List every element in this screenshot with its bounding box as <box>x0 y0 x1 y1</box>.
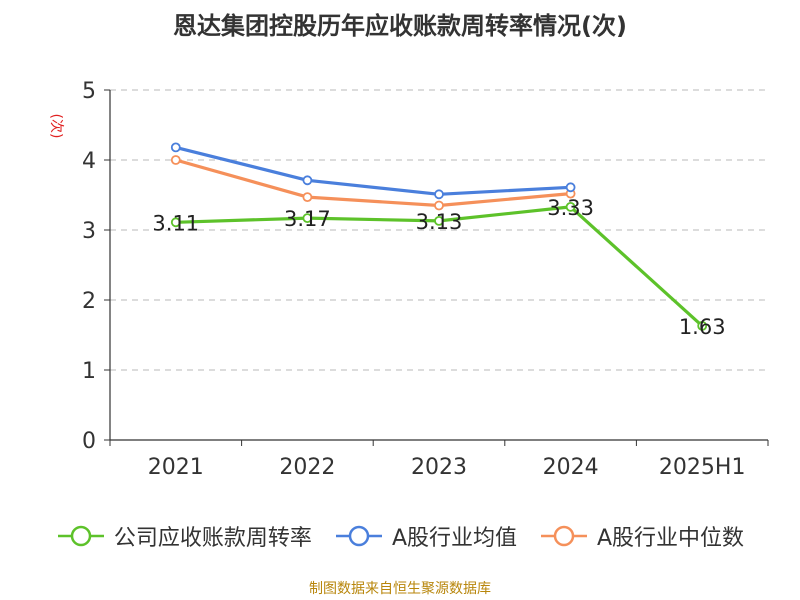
data-label-layer: 3.11 3.17 3.13 3.33 1.63 <box>152 196 725 339</box>
x-tick-label: 2021 <box>148 455 204 480</box>
legend-item[interactable]: A股行业中位数 <box>539 520 744 552</box>
series-line-2 <box>175 158 571 208</box>
series-line-1 <box>175 145 571 196</box>
y-tick-label: 1 <box>82 359 96 384</box>
series-point-0 <box>302 213 313 224</box>
chart-title: 恩达集团控股历年应收账款周转率情况(次) <box>173 12 627 40</box>
series-point-1 <box>434 189 444 200</box>
legend-marker <box>348 525 370 547</box>
series-point-1 <box>302 175 313 186</box>
legend-swatch-icon <box>335 525 382 547</box>
y-tick-label: 2 <box>82 289 96 314</box>
data-label: 3.17 <box>284 207 331 231</box>
y-tick-label: 0 <box>82 429 96 454</box>
data-label: 3.33 <box>547 196 594 220</box>
x-tick-label: 2023 <box>411 455 467 480</box>
series-point-0 <box>697 320 708 331</box>
series-point-2 <box>302 192 313 203</box>
data-label: 3.11 <box>152 211 199 235</box>
y-tick-label: 5 <box>82 79 96 104</box>
legend-marker <box>70 525 92 547</box>
series-point-0 <box>434 215 444 226</box>
series-point-2 <box>434 200 444 211</box>
y-tick-label: 3 <box>82 219 96 244</box>
y-axis-label: (次) <box>48 114 64 139</box>
data-label: 1.63 <box>679 315 726 339</box>
data-label: 3.13 <box>416 210 463 234</box>
axis-layer: 0 1 2 3 4 5 2021 2022 2023 2024 2025H1 (次) <box>48 79 769 480</box>
legend-label: A股行业中位数 <box>597 526 745 551</box>
legend-label: 公司应收账款周转率 <box>113 526 312 551</box>
legend-swatch-icon <box>541 525 587 547</box>
legend: 公司应收账款周转率 A股行业均值 A股行业中位数 <box>0 518 800 554</box>
series-point-0 <box>170 217 181 228</box>
x-tick-label: 2022 <box>279 455 335 480</box>
x-tick-label: 2024 <box>543 455 599 480</box>
series-point-0 <box>565 201 576 212</box>
legend-item[interactable]: 公司应收账款周转率 <box>56 520 312 552</box>
legend-marker <box>553 525 575 547</box>
series-point-1 <box>565 182 576 193</box>
x-tick-label: 2025H1 <box>659 455 746 480</box>
legend-label: A股行业均值 <box>391 526 517 551</box>
series-layer <box>170 142 708 331</box>
legend-item[interactable]: A股行业均值 <box>334 520 517 552</box>
y-tick-label: 4 <box>82 149 96 174</box>
legend-swatch-icon <box>57 525 104 547</box>
source-note: 制图数据来自恒生聚源数据库 <box>309 581 491 597</box>
series-point-1 <box>170 142 181 153</box>
series-point-2 <box>170 155 181 165</box>
